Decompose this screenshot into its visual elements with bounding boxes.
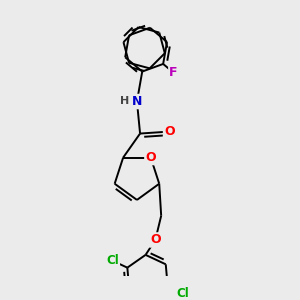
Text: O: O	[146, 151, 156, 164]
Text: O: O	[150, 233, 160, 247]
Text: N: N	[132, 95, 142, 108]
Text: F: F	[169, 66, 178, 79]
Text: H: H	[120, 96, 129, 106]
Text: O: O	[164, 125, 175, 138]
Text: Cl: Cl	[176, 287, 189, 300]
Text: Cl: Cl	[106, 254, 119, 267]
